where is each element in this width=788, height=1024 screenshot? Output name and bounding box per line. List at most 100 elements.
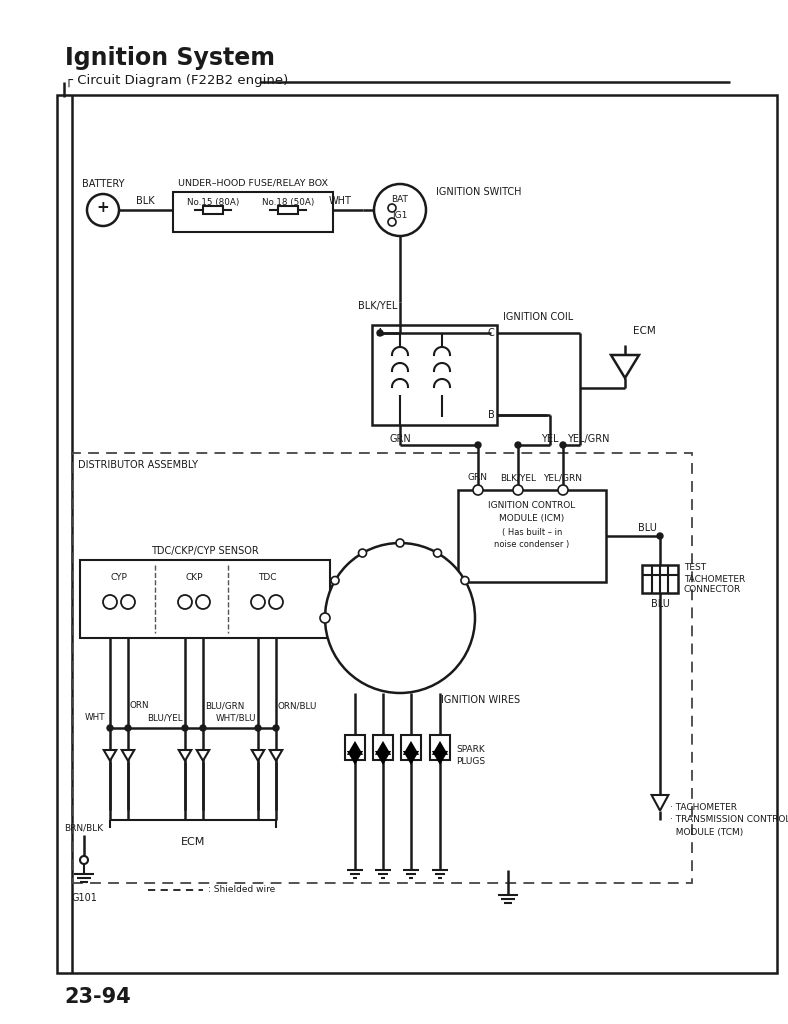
Text: TDC: TDC	[258, 573, 277, 583]
Text: ORN/BLU: ORN/BLU	[278, 701, 318, 711]
Bar	[458, 490, 606, 582]
Text: BLU/GRN: BLU/GRN	[205, 701, 244, 711]
Circle shape	[255, 725, 261, 731]
Polygon shape	[405, 743, 418, 754]
Text: IGNITION SWITCH: IGNITION SWITCH	[436, 187, 522, 197]
Text: : Shielded wire: : Shielded wire	[208, 886, 275, 895]
Text: CYP: CYP	[110, 573, 128, 583]
Circle shape	[320, 613, 330, 623]
Text: GRN: GRN	[468, 473, 488, 482]
Polygon shape	[405, 752, 418, 763]
Polygon shape	[104, 750, 117, 761]
Text: CONNECTOR: CONNECTOR	[684, 586, 742, 595]
Bar	[372, 325, 497, 425]
Bar	[203, 206, 223, 214]
Text: BLU: BLU	[651, 599, 670, 609]
Text: · TRANSMISSION CONTROL: · TRANSMISSION CONTROL	[670, 815, 788, 824]
Text: WHT: WHT	[329, 196, 351, 206]
Polygon shape	[251, 750, 264, 761]
Text: WHT/BLU: WHT/BLU	[215, 714, 256, 723]
Text: TACHOMETER: TACHOMETER	[684, 574, 745, 584]
Text: +: +	[97, 200, 110, 214]
Circle shape	[331, 577, 339, 585]
Text: ┌ Circuit Diagram (F22B2 engine): ┌ Circuit Diagram (F22B2 engine)	[65, 74, 292, 87]
Text: Ignition System: Ignition System	[65, 46, 275, 70]
Text: GRN: GRN	[389, 434, 411, 444]
Circle shape	[87, 194, 119, 226]
Circle shape	[388, 218, 396, 226]
Text: ECM: ECM	[633, 326, 656, 336]
Text: IG1: IG1	[392, 211, 407, 219]
Text: IGNITION WIRES: IGNITION WIRES	[441, 695, 520, 705]
Bar	[401, 735, 421, 760]
Text: noise condenser ): noise condenser )	[494, 541, 570, 550]
Polygon shape	[349, 743, 362, 754]
Text: BLK/YEL: BLK/YEL	[500, 473, 536, 482]
Text: C: C	[488, 328, 494, 338]
Circle shape	[325, 543, 475, 693]
Circle shape	[251, 595, 265, 609]
Text: IGNITION COIL: IGNITION COIL	[503, 312, 573, 322]
Circle shape	[513, 485, 523, 495]
Bar	[80, 560, 330, 638]
Polygon shape	[349, 752, 362, 763]
Text: YEL: YEL	[541, 434, 559, 444]
Polygon shape	[121, 750, 134, 761]
Text: G101: G101	[71, 893, 97, 903]
Circle shape	[103, 595, 117, 609]
Polygon shape	[433, 743, 446, 754]
Bar	[642, 565, 678, 593]
Circle shape	[359, 549, 366, 557]
Polygon shape	[377, 743, 389, 754]
Text: BLU: BLU	[637, 523, 656, 534]
Circle shape	[657, 534, 663, 539]
Text: · TACHOMETER: · TACHOMETER	[670, 803, 737, 811]
Text: ( Has built – in: ( Has built – in	[502, 527, 562, 537]
Circle shape	[396, 539, 404, 547]
Circle shape	[178, 595, 192, 609]
Text: SPARK: SPARK	[456, 745, 485, 755]
Text: YEL/GRN: YEL/GRN	[544, 473, 582, 482]
Polygon shape	[197, 750, 210, 761]
Text: A: A	[377, 328, 383, 338]
Text: BLU/YEL: BLU/YEL	[147, 714, 183, 723]
Polygon shape	[377, 752, 389, 763]
Circle shape	[125, 725, 131, 731]
Circle shape	[558, 485, 568, 495]
Circle shape	[196, 595, 210, 609]
Polygon shape	[269, 750, 282, 761]
Text: No.18 (50A): No.18 (50A)	[262, 199, 314, 208]
Circle shape	[121, 595, 135, 609]
Text: MODULE (ICM): MODULE (ICM)	[500, 513, 565, 522]
Text: 23-94: 23-94	[64, 987, 131, 1007]
Text: WHT: WHT	[84, 714, 105, 723]
Text: No.15 (80A): No.15 (80A)	[187, 199, 240, 208]
Text: CKP: CKP	[185, 573, 203, 583]
Circle shape	[560, 442, 566, 449]
Bar	[345, 735, 365, 760]
Circle shape	[461, 577, 469, 585]
Bar	[373, 735, 393, 760]
Circle shape	[80, 856, 88, 864]
Text: BLK: BLK	[136, 196, 154, 206]
Text: ORN: ORN	[130, 701, 150, 711]
Polygon shape	[433, 752, 446, 763]
Circle shape	[433, 549, 441, 557]
Text: IGNITION CONTROL: IGNITION CONTROL	[489, 502, 575, 511]
Circle shape	[374, 184, 426, 236]
Text: YEL/GRN: YEL/GRN	[567, 434, 609, 444]
Text: BAT: BAT	[392, 196, 408, 205]
Bar	[57, 95, 777, 973]
Text: TDC/CKP/CYP SENSOR: TDC/CKP/CYP SENSOR	[151, 546, 259, 556]
Circle shape	[377, 330, 383, 336]
Circle shape	[475, 442, 481, 449]
Text: BRN/BLK: BRN/BLK	[65, 823, 103, 833]
Text: UNDER–HOOD FUSE/RELAY BOX: UNDER–HOOD FUSE/RELAY BOX	[178, 178, 328, 187]
Circle shape	[200, 725, 206, 731]
Bar	[430, 735, 450, 760]
Circle shape	[473, 485, 483, 495]
Text: B: B	[488, 410, 494, 420]
Text: TEST: TEST	[684, 563, 706, 572]
Text: MODULE (TCM): MODULE (TCM)	[670, 827, 743, 837]
Text: ECM: ECM	[180, 837, 205, 847]
